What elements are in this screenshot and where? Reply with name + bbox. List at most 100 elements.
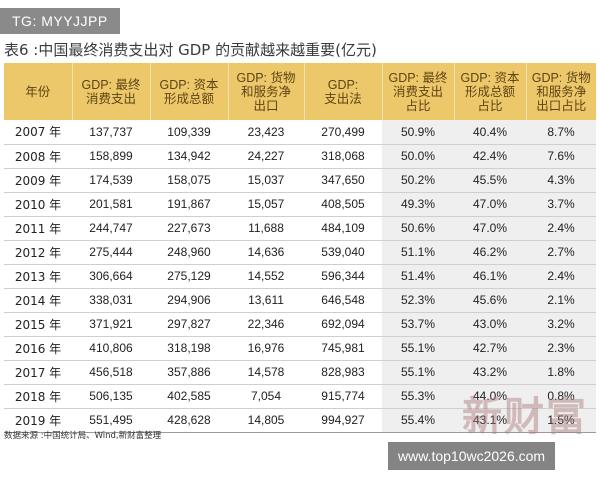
share-cell: 46.1%	[454, 264, 526, 289]
share-cell: 49.3%	[382, 192, 454, 217]
share-cell: 42.7%	[454, 336, 526, 361]
share-cell: 50.0%	[382, 144, 454, 169]
table-row: 2017 年 456,518 357,886 14,578 828,983 55.1% 43…	[4, 360, 596, 385]
value-cell: 456,518	[72, 360, 150, 385]
table-row: 2014 年 338,031 294,906 13,611 646,548 52.3% 45…	[4, 288, 596, 313]
share-cell: 43.0%	[454, 312, 526, 337]
share-cell: 2.1%	[526, 288, 596, 313]
share-cell: 52.3%	[382, 288, 454, 313]
share-cell: 51.1%	[382, 240, 454, 265]
year-cell: 2014 年	[4, 288, 72, 313]
value-cell: 539,040	[304, 240, 382, 265]
value-cell: 24,227	[228, 144, 304, 169]
share-cell: 0.8%	[526, 384, 596, 409]
value-cell: 14,578	[228, 360, 304, 385]
value-cell: 484,109	[304, 216, 382, 241]
column-header: GDP: 最终 消费支出 占比	[382, 63, 455, 120]
share-cell: 53.7%	[382, 312, 454, 337]
share-cell: 2.7%	[526, 240, 596, 265]
value-cell: 22,346	[228, 312, 304, 337]
column-header: GDP: 最终 消费支出	[72, 63, 151, 120]
share-cell: 55.1%	[382, 336, 454, 361]
value-cell: 270,499	[304, 120, 382, 145]
share-cell: 2.4%	[526, 216, 596, 241]
value-cell: 428,628	[150, 408, 228, 433]
value-cell: 134,942	[150, 144, 228, 169]
value-cell: 158,899	[72, 144, 150, 169]
watermark-url: www.top10wc2026.com	[388, 442, 556, 470]
value-cell: 11,688	[228, 216, 304, 241]
value-cell: 15,037	[228, 168, 304, 193]
share-cell: 51.4%	[382, 264, 454, 289]
table-row: 2010 年 201,581 191,867 15,057 408,505 49.3% 47…	[4, 192, 596, 217]
share-cell: 46.2%	[454, 240, 526, 265]
value-cell: 347,650	[304, 168, 382, 193]
year-cell: 2019 年	[4, 408, 72, 433]
value-cell: 410,806	[72, 336, 150, 361]
year-cell: 2011 年	[4, 216, 72, 241]
value-cell: 646,548	[304, 288, 382, 313]
value-cell: 551,495	[72, 408, 150, 433]
value-cell: 16,976	[228, 336, 304, 361]
column-header-line: 和服务净	[536, 84, 587, 99]
column-header-line: GDP: 资本	[159, 77, 219, 92]
value-cell: 14,636	[228, 240, 304, 265]
value-cell: 191,867	[150, 192, 228, 217]
watermark-tag: TG: MYYJJPP	[0, 8, 120, 34]
table-row: 2007 年 137,737 109,339 23,423 270,499 50.9% 40…	[4, 120, 596, 145]
column-header-line: 出口	[253, 98, 279, 113]
value-cell: 745,981	[304, 336, 382, 361]
share-cell: 50.6%	[382, 216, 454, 241]
share-cell: 43.2%	[454, 360, 526, 385]
column-header-line: 年份	[25, 84, 51, 99]
source-note: 数据来源 :中国统计局、Wind,新财富整理	[4, 431, 162, 441]
column-header-line: 占比	[477, 98, 503, 113]
column-header: GDP: 货物 和服务净 出口占比	[526, 63, 596, 120]
column-header: GDP: 支出法	[304, 63, 383, 120]
year-cell: 2008 年	[4, 144, 72, 169]
value-cell: 158,075	[150, 168, 228, 193]
share-cell: 1.5%	[526, 408, 596, 433]
share-cell: 3.2%	[526, 312, 596, 337]
value-cell: 318,198	[150, 336, 228, 361]
value-cell: 915,774	[304, 384, 382, 409]
table-row: 2018 年 506,135 402,585 7,054 915,774 55.3% 44.…	[4, 384, 596, 409]
share-cell: 8.7%	[526, 120, 596, 145]
share-cell: 47.0%	[454, 192, 526, 217]
value-cell: 318,068	[304, 144, 382, 169]
column-header: GDP: 货物 和服务净 出口	[228, 63, 305, 120]
column-header-line: 和服务净	[240, 84, 291, 99]
table-row: 2015 年 371,921 297,827 22,346 692,094 53.7% 43…	[4, 312, 596, 337]
value-cell: 828,983	[304, 360, 382, 385]
table-row: 2012 年 275,444 248,960 14,636 539,040 51.1% 46…	[4, 240, 596, 265]
share-cell: 47.0%	[454, 216, 526, 241]
year-cell: 2012 年	[4, 240, 72, 265]
table-header-row: 年份 GDP: 最终 消费支出 GDP: 资本 形成总额 GDP: 货物 和服务净 出口 GDP…	[4, 63, 596, 120]
value-cell: 174,539	[72, 168, 150, 193]
table-row: 2011 年 244,747 227,673 11,688 484,109 50.6% 47…	[4, 216, 596, 241]
table-row: 2013 年 306,664 275,129 14,552 596,344 51.4% 46…	[4, 264, 596, 289]
share-cell: 40.4%	[454, 120, 526, 145]
column-header-line: 消费支出	[392, 84, 443, 99]
value-cell: 357,886	[150, 360, 228, 385]
gdp-table: 年份 GDP: 最终 消费支出 GDP: 资本 形成总额 GDP: 货物 和服务净 出口 GDP…	[4, 63, 596, 433]
value-cell: 306,664	[72, 264, 150, 289]
value-cell: 15,057	[228, 192, 304, 217]
value-cell: 506,135	[72, 384, 150, 409]
year-cell: 2017 年	[4, 360, 72, 385]
value-cell: 13,611	[228, 288, 304, 313]
value-cell: 7,054	[228, 384, 304, 409]
share-cell: 7.6%	[526, 144, 596, 169]
table-row: 2008 年 158,899 134,942 24,227 318,068 50.0% 42…	[4, 144, 596, 169]
value-cell: 137,737	[72, 120, 150, 145]
column-header-line: GDP: 资本	[460, 70, 520, 85]
share-cell: 45.6%	[454, 288, 526, 313]
table-row: 2009 年 174,539 158,075 15,037 347,650 50.2% 45…	[4, 168, 596, 193]
value-cell: 227,673	[150, 216, 228, 241]
value-cell: 248,960	[150, 240, 228, 265]
column-header: GDP: 资本 形成总额 占比	[454, 63, 527, 120]
share-cell: 50.2%	[382, 168, 454, 193]
value-cell: 338,031	[72, 288, 150, 313]
value-cell: 244,747	[72, 216, 150, 241]
column-header-line: 出口占比	[536, 98, 587, 113]
